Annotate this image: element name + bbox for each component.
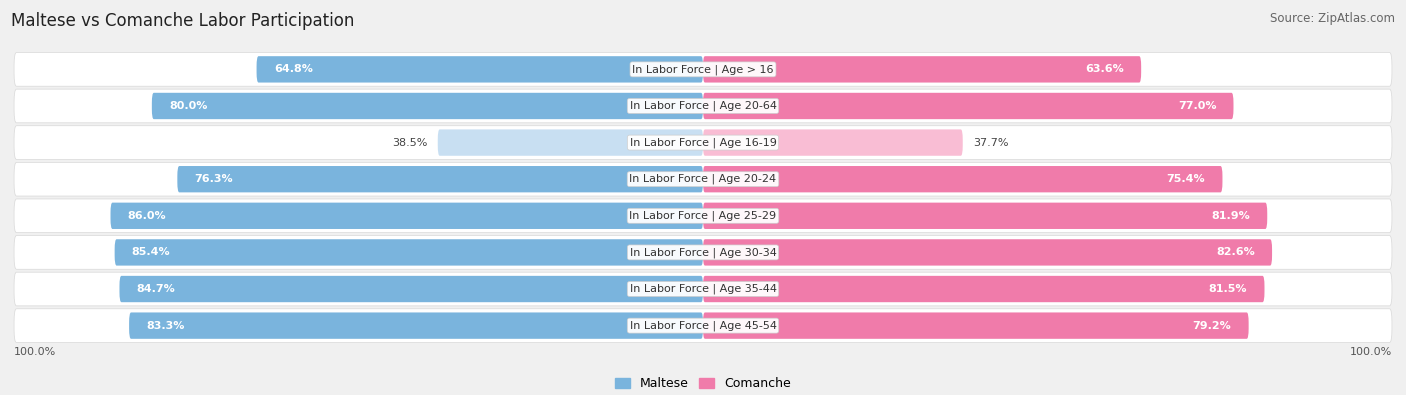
- Text: Maltese vs Comanche Labor Participation: Maltese vs Comanche Labor Participation: [11, 12, 354, 30]
- FancyBboxPatch shape: [14, 53, 1392, 86]
- Text: 81.5%: 81.5%: [1209, 284, 1247, 294]
- FancyBboxPatch shape: [120, 276, 703, 302]
- FancyBboxPatch shape: [14, 89, 1392, 123]
- Text: In Labor Force | Age 20-64: In Labor Force | Age 20-64: [630, 101, 776, 111]
- Text: 76.3%: 76.3%: [194, 174, 233, 184]
- Text: 100.0%: 100.0%: [14, 347, 56, 357]
- Text: 82.6%: 82.6%: [1216, 247, 1254, 258]
- FancyBboxPatch shape: [177, 166, 703, 192]
- Text: In Labor Force | Age 45-54: In Labor Force | Age 45-54: [630, 320, 776, 331]
- Text: 38.5%: 38.5%: [392, 137, 427, 148]
- Text: 86.0%: 86.0%: [128, 211, 166, 221]
- FancyBboxPatch shape: [152, 93, 703, 119]
- Text: 75.4%: 75.4%: [1167, 174, 1205, 184]
- FancyBboxPatch shape: [703, 166, 1222, 192]
- Text: In Labor Force | Age > 16: In Labor Force | Age > 16: [633, 64, 773, 75]
- Text: In Labor Force | Age 35-44: In Labor Force | Age 35-44: [630, 284, 776, 294]
- Text: Source: ZipAtlas.com: Source: ZipAtlas.com: [1270, 12, 1395, 25]
- FancyBboxPatch shape: [703, 130, 963, 156]
- Text: 85.4%: 85.4%: [132, 247, 170, 258]
- FancyBboxPatch shape: [14, 309, 1392, 342]
- FancyBboxPatch shape: [129, 312, 703, 339]
- FancyBboxPatch shape: [703, 276, 1264, 302]
- Text: 63.6%: 63.6%: [1085, 64, 1123, 74]
- Text: In Labor Force | Age 25-29: In Labor Force | Age 25-29: [630, 211, 776, 221]
- FancyBboxPatch shape: [703, 56, 1142, 83]
- FancyBboxPatch shape: [703, 93, 1233, 119]
- FancyBboxPatch shape: [14, 235, 1392, 269]
- FancyBboxPatch shape: [14, 199, 1392, 233]
- FancyBboxPatch shape: [14, 162, 1392, 196]
- Text: 77.0%: 77.0%: [1178, 101, 1216, 111]
- Text: In Labor Force | Age 20-24: In Labor Force | Age 20-24: [630, 174, 776, 184]
- FancyBboxPatch shape: [703, 312, 1249, 339]
- FancyBboxPatch shape: [14, 272, 1392, 306]
- Text: 81.9%: 81.9%: [1211, 211, 1250, 221]
- Text: 79.2%: 79.2%: [1192, 321, 1232, 331]
- FancyBboxPatch shape: [14, 126, 1392, 160]
- Text: 100.0%: 100.0%: [1350, 347, 1392, 357]
- FancyBboxPatch shape: [703, 203, 1267, 229]
- FancyBboxPatch shape: [111, 203, 703, 229]
- Text: 64.8%: 64.8%: [274, 64, 312, 74]
- FancyBboxPatch shape: [437, 130, 703, 156]
- Text: 37.7%: 37.7%: [973, 137, 1008, 148]
- Text: 83.3%: 83.3%: [146, 321, 184, 331]
- FancyBboxPatch shape: [115, 239, 703, 265]
- FancyBboxPatch shape: [703, 239, 1272, 265]
- Legend: Maltese, Comanche: Maltese, Comanche: [610, 372, 796, 395]
- Text: 84.7%: 84.7%: [136, 284, 176, 294]
- Text: 80.0%: 80.0%: [169, 101, 208, 111]
- FancyBboxPatch shape: [256, 56, 703, 83]
- Text: In Labor Force | Age 16-19: In Labor Force | Age 16-19: [630, 137, 776, 148]
- Text: In Labor Force | Age 30-34: In Labor Force | Age 30-34: [630, 247, 776, 258]
